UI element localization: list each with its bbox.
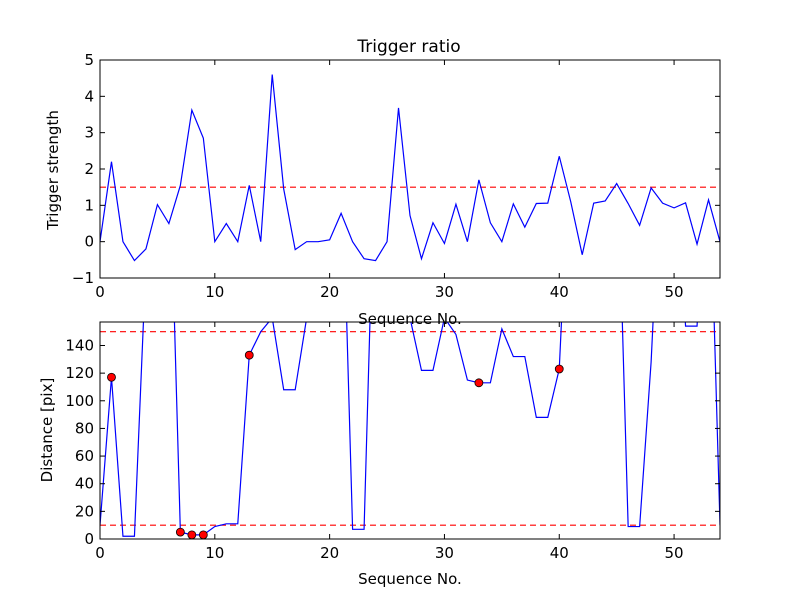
top-x-tick-label: 50 (665, 283, 684, 301)
bottom-x-tick-label: 30 (435, 544, 454, 562)
top-y-tick-label: −1 (72, 269, 94, 287)
bottom-plot-frame (99, 321, 721, 540)
top-series-line-0 (100, 74, 720, 262)
top-x-tick-label: 20 (320, 283, 339, 301)
top-y-tick-label: 2 (84, 160, 94, 178)
bottom-x-axis-label: Sequence No. (358, 570, 462, 588)
bottom-y-tick-label: 60 (75, 447, 94, 465)
bottom-x-tick-label: 10 (205, 544, 224, 562)
bottom-x-tick-label: 40 (550, 544, 569, 562)
bottom-marker-point (187, 530, 197, 540)
bottom-marker-point (198, 530, 208, 540)
bottom-y-tick-label: 120 (65, 364, 94, 382)
bottom-marker-point (175, 527, 185, 537)
top-y-tick-label: 5 (84, 51, 94, 69)
top-x-tick-label: 0 (95, 283, 105, 301)
bottom-markers (107, 350, 564, 540)
bottom-x-tick-label: 50 (665, 544, 684, 562)
bottom-y-axis-label: Distance [pix] (38, 378, 56, 483)
top-y-tick-label: 3 (84, 124, 94, 142)
top-y-tick-label: 1 (84, 196, 94, 214)
bottom-y-tick-label: 140 (65, 336, 94, 354)
top-x-tick-label: 30 (435, 283, 454, 301)
bottom-axis-ticks: 0 10 20 30 40 50 0 20 40 60 80 100 120 140 (65, 322, 720, 562)
top-y-tick-label: 0 (84, 233, 94, 251)
bottom-marker-point (107, 372, 116, 382)
top-x-tick-label: 40 (550, 283, 569, 301)
top-y-tick-label: 4 (84, 87, 94, 105)
bottom-y-tick-label: 40 (75, 475, 94, 493)
distance-chart: 0 10 20 30 40 50 0 20 40 60 80 100 120 140 Sequence N… (38, 321, 721, 588)
top-plot-area (100, 74, 720, 262)
bottom-y-tick-label: 20 (75, 502, 94, 520)
bottom-y-tick-label: 80 (75, 419, 94, 437)
top-x-tick-label: 10 (205, 283, 224, 301)
bottom-marker-point (474, 378, 484, 388)
top-chart-title: Trigger ratio (356, 37, 460, 57)
bottom-y-tick-label: 100 (65, 392, 94, 410)
top-y-axis-label: Trigger strength (44, 110, 62, 231)
bottom-x-tick-label: 20 (320, 544, 339, 562)
top-x-axis-label: Sequence No. (358, 310, 462, 328)
bottom-x-tick-label: 0 (95, 544, 105, 562)
bottom-y-tick-label: 0 (84, 530, 94, 548)
bottom-marker-point (554, 364, 564, 374)
bottom-marker-point (244, 350, 254, 360)
